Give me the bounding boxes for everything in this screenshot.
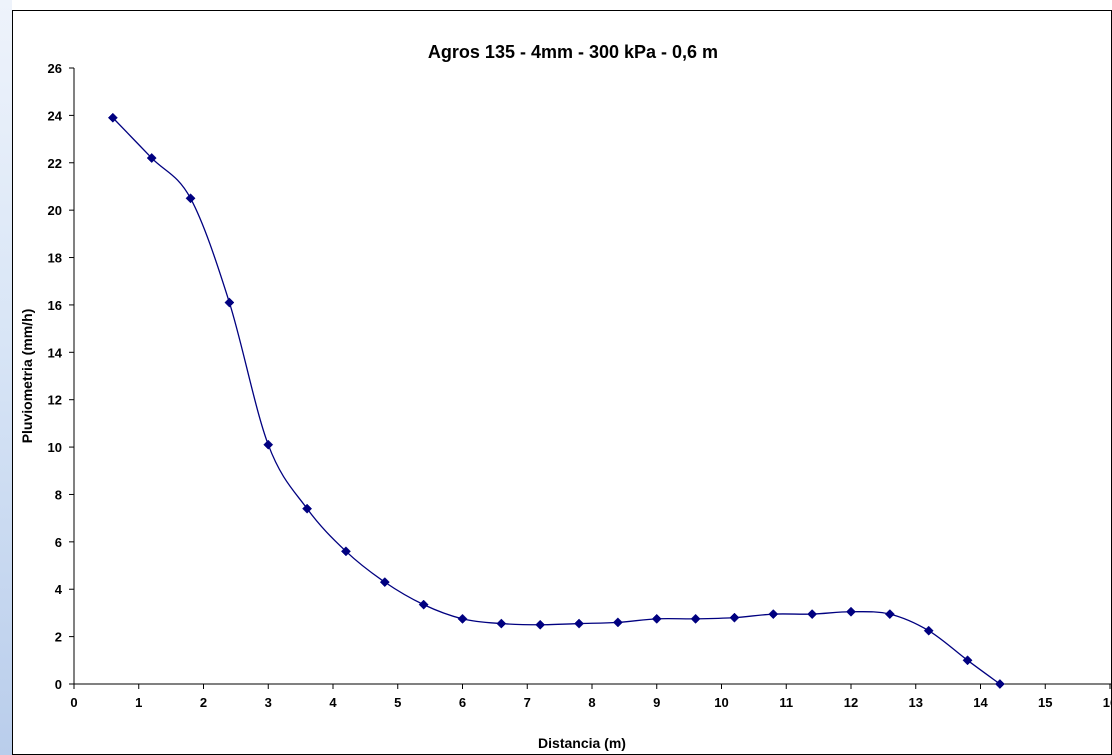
data-point-marker bbox=[807, 609, 818, 620]
y-tick-label: 2 bbox=[55, 630, 62, 645]
data-point-marker bbox=[457, 613, 468, 624]
data-point-marker bbox=[651, 613, 662, 624]
x-tick-label: 10 bbox=[714, 695, 728, 710]
y-tick-label: 18 bbox=[48, 251, 62, 266]
y-tick-label: 4 bbox=[55, 582, 63, 597]
data-point-marker bbox=[884, 609, 895, 620]
data-point-marker bbox=[107, 112, 118, 123]
x-tick-label: 9 bbox=[653, 695, 660, 710]
x-tick-label: 5 bbox=[394, 695, 401, 710]
data-point-marker bbox=[574, 618, 585, 629]
data-point-marker bbox=[302, 503, 313, 514]
data-point-marker bbox=[846, 606, 856, 617]
x-tick-label: 15 bbox=[1038, 695, 1052, 710]
x-axis-title: Distancia (m) bbox=[538, 735, 626, 751]
data-point-marker bbox=[263, 439, 274, 450]
data-point-marker bbox=[418, 599, 429, 610]
x-tick-label: 6 bbox=[459, 695, 466, 710]
data-point-marker bbox=[535, 619, 546, 630]
y-tick-label: 0 bbox=[55, 677, 62, 692]
x-axis: 012345678910111213141516 bbox=[70, 683, 1112, 710]
y-tick-label: 24 bbox=[48, 108, 63, 123]
y-tick-label: 6 bbox=[55, 535, 62, 550]
x-tick-label: 3 bbox=[265, 695, 272, 710]
data-point-marker bbox=[224, 297, 235, 308]
y-tick-label: 8 bbox=[55, 487, 62, 502]
y-tick-label: 20 bbox=[48, 203, 62, 218]
data-point-marker bbox=[496, 618, 507, 629]
x-tick-label: 2 bbox=[200, 695, 207, 710]
x-tick-label: 4 bbox=[329, 695, 337, 710]
data-point-marker bbox=[612, 617, 623, 628]
y-tick-label: 26 bbox=[48, 61, 62, 76]
x-tick-label: 12 bbox=[844, 695, 858, 710]
data-point-marker bbox=[146, 153, 157, 163]
y-tick-label: 10 bbox=[48, 440, 62, 455]
y-tick-label: 22 bbox=[48, 156, 62, 171]
y-tick-label: 16 bbox=[48, 298, 62, 313]
x-tick-label: 1 bbox=[135, 695, 142, 710]
y-tick-label: 14 bbox=[48, 345, 63, 360]
x-tick-label: 13 bbox=[909, 695, 923, 710]
chart-title: Agros 135 - 4mm - 300 kPa - 0,6 m bbox=[428, 42, 718, 62]
data-point-marker bbox=[768, 609, 779, 620]
data-point-marker bbox=[729, 612, 740, 623]
data-point-marker bbox=[994, 679, 1005, 689]
y-axis-title: Pluviometria (mm/h) bbox=[19, 309, 35, 444]
data-point-marker bbox=[962, 655, 973, 666]
data-point-marker bbox=[379, 577, 390, 588]
x-tick-label: 16 bbox=[1103, 695, 1112, 710]
series-line bbox=[112, 117, 1001, 685]
data-point-marker bbox=[690, 613, 701, 624]
background-strip bbox=[0, 0, 12, 755]
x-tick-label: 0 bbox=[70, 695, 77, 710]
data-point-marker bbox=[185, 193, 196, 204]
series-group bbox=[107, 112, 1005, 689]
x-tick-label: 11 bbox=[779, 695, 793, 710]
x-tick-label: 8 bbox=[588, 695, 595, 710]
data-point-marker bbox=[923, 625, 934, 636]
x-tick-label: 7 bbox=[524, 695, 531, 710]
data-point-marker bbox=[340, 546, 351, 557]
x-tick-label: 14 bbox=[973, 695, 988, 710]
y-tick-label: 12 bbox=[48, 393, 62, 408]
